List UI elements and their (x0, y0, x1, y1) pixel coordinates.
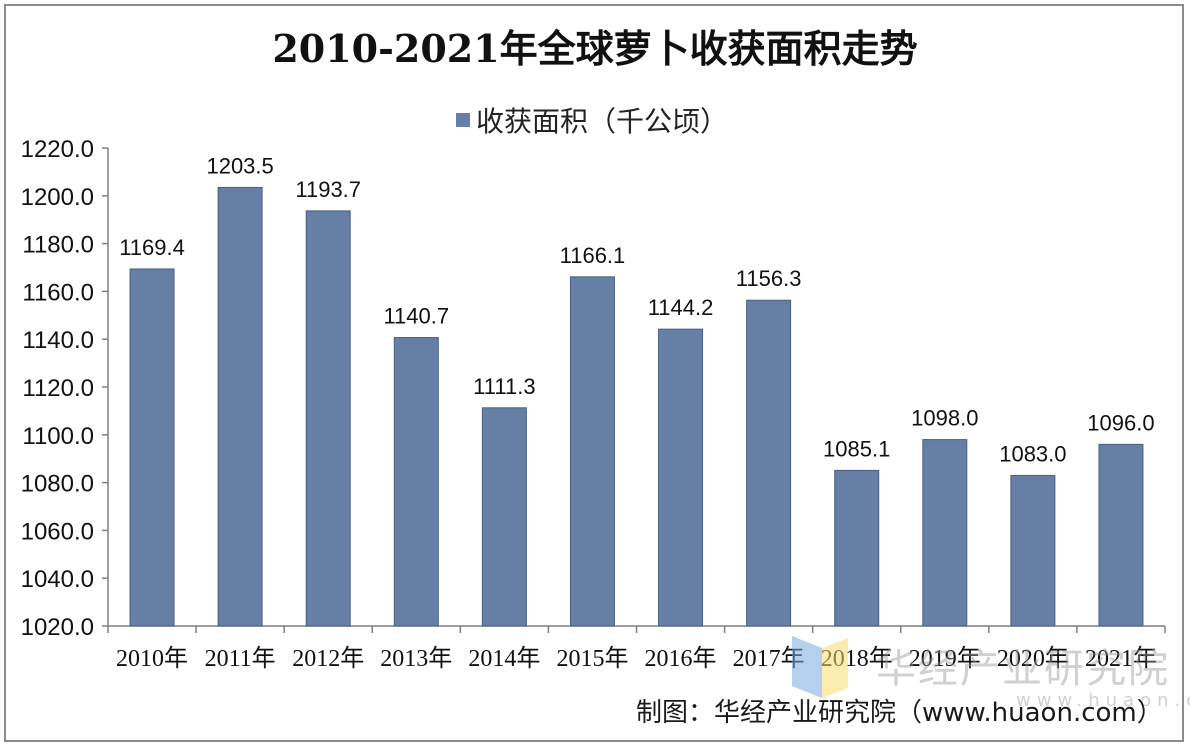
bar (129, 268, 175, 627)
data-label: 1085.1 (823, 436, 890, 461)
data-label: 1203.5 (206, 153, 273, 178)
y-tick-label: 1220.0 (21, 136, 94, 163)
y-tick-label: 1060.0 (21, 518, 94, 545)
x-tick-label: 2021年 (1085, 645, 1157, 672)
data-label: 1111.3 (473, 374, 535, 399)
data-label: 1140.7 (383, 304, 449, 329)
data-label: 1096.0 (1087, 410, 1154, 435)
bar (1098, 443, 1144, 627)
data-label: 1193.7 (295, 177, 361, 202)
data-label: 1083.0 (999, 441, 1066, 466)
source-note: 制图：华经产业研究院（www.huaon.com） (636, 698, 1163, 728)
data-label: 1144.2 (648, 295, 714, 320)
legend-swatch (456, 113, 470, 127)
y-tick-label: 1200.0 (21, 184, 94, 211)
data-label: 1169.4 (119, 235, 185, 260)
y-tick-label: 1140.0 (22, 327, 94, 354)
x-tick-label: 2020年 (997, 645, 1069, 672)
x-tick-label: 2017年 (733, 645, 805, 672)
x-tick-label: 2011年 (205, 645, 276, 672)
data-label: 1166.1 (560, 243, 626, 268)
y-tick-label: 1100.0 (22, 423, 94, 450)
x-tick-label: 2018年 (821, 645, 893, 672)
y-tick-label: 1180.0 (22, 232, 94, 259)
bar (481, 407, 527, 627)
y-tick-label: 1040.0 (21, 566, 94, 593)
bar (569, 276, 615, 627)
bar (658, 328, 704, 627)
bar (217, 186, 263, 627)
bar (305, 210, 351, 627)
bar (922, 439, 968, 627)
y-tick-label: 1020.0 (21, 614, 94, 641)
bar (1010, 474, 1056, 627)
x-tick-label: 2019年 (909, 645, 981, 672)
chart-title: 2010-2021年全球萝卜收获面积走势 (272, 26, 918, 71)
data-label: 1156.3 (736, 266, 802, 291)
y-tick-label: 1120.0 (22, 375, 94, 402)
y-tick-label: 1080.0 (21, 471, 94, 498)
legend-label: 收获面积（千公顷） (476, 105, 729, 138)
x-tick-label: 2010年 (116, 645, 188, 672)
legend: 收获面积（千公顷） (456, 100, 728, 140)
data-label: 1098.0 (911, 406, 978, 431)
x-tick-label: 2014年 (468, 645, 540, 672)
x-tick-label: 2016年 (645, 645, 717, 672)
y-tick-label: 1160.0 (22, 279, 94, 306)
bar (746, 299, 792, 627)
x-tick-label: 2015年 (556, 645, 628, 672)
bar (834, 469, 880, 627)
x-tick-label: 2012年 (292, 645, 364, 672)
x-tick-label: 2013年 (380, 645, 452, 672)
bar (393, 337, 439, 627)
